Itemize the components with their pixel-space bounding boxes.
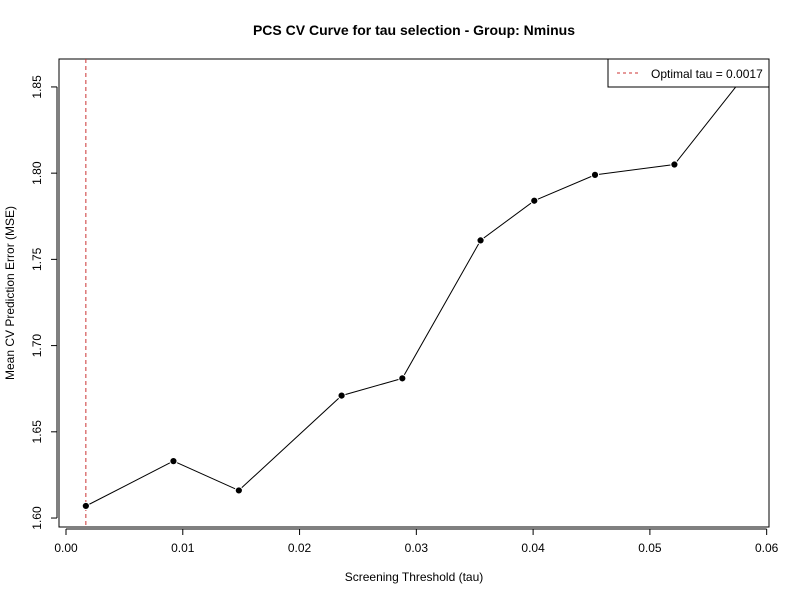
x-tick-label: 0.03 bbox=[405, 541, 429, 555]
x-tick-label: 0.01 bbox=[171, 541, 195, 555]
y-tick-label: 1.65 bbox=[30, 420, 44, 444]
plot-area bbox=[81, 59, 761, 527]
x-tick-label: 0.02 bbox=[288, 541, 312, 555]
y-tick-label: 1.85 bbox=[30, 75, 44, 99]
y-tick-label: 1.70 bbox=[30, 334, 44, 358]
x-axis: 0.00 0.01 0.02 0.03 0.04 0.05 0.06 bbox=[54, 528, 779, 555]
data-point bbox=[530, 196, 539, 205]
x-axis-label: Screening Threshold (tau) bbox=[345, 570, 484, 584]
chart-title: PCS CV Curve for tau selection - Group: … bbox=[253, 22, 575, 38]
data-point bbox=[590, 170, 600, 179]
data-point bbox=[337, 391, 346, 400]
x-tick-label: 0.06 bbox=[755, 541, 779, 555]
data-point bbox=[169, 457, 178, 466]
series-line bbox=[85, 60, 757, 507]
legend-box bbox=[607, 58, 770, 88]
x-tick-label: 0.04 bbox=[521, 541, 545, 555]
y-axis: 1.60 1.65 1.70 1.75 1.80 1.85 bbox=[30, 75, 58, 530]
x-tick-label: 0.05 bbox=[638, 541, 662, 555]
x-tick-label: 0.00 bbox=[54, 541, 78, 555]
data-point bbox=[670, 160, 679, 169]
y-axis-label: Mean CV Prediction Error (MSE) bbox=[3, 206, 17, 380]
y-tick-label: 1.75 bbox=[30, 247, 44, 271]
data-point bbox=[234, 486, 243, 495]
data-point bbox=[398, 374, 407, 383]
data-point bbox=[476, 236, 485, 245]
y-tick-label: 1.60 bbox=[30, 506, 44, 530]
legend: Optimal tau = 0.0017 bbox=[607, 58, 770, 88]
plot-frame bbox=[58, 58, 770, 528]
legend-label: Optimal tau = 0.0017 bbox=[651, 67, 763, 81]
data-point bbox=[81, 501, 90, 511]
y-tick-label: 1.80 bbox=[30, 161, 44, 185]
